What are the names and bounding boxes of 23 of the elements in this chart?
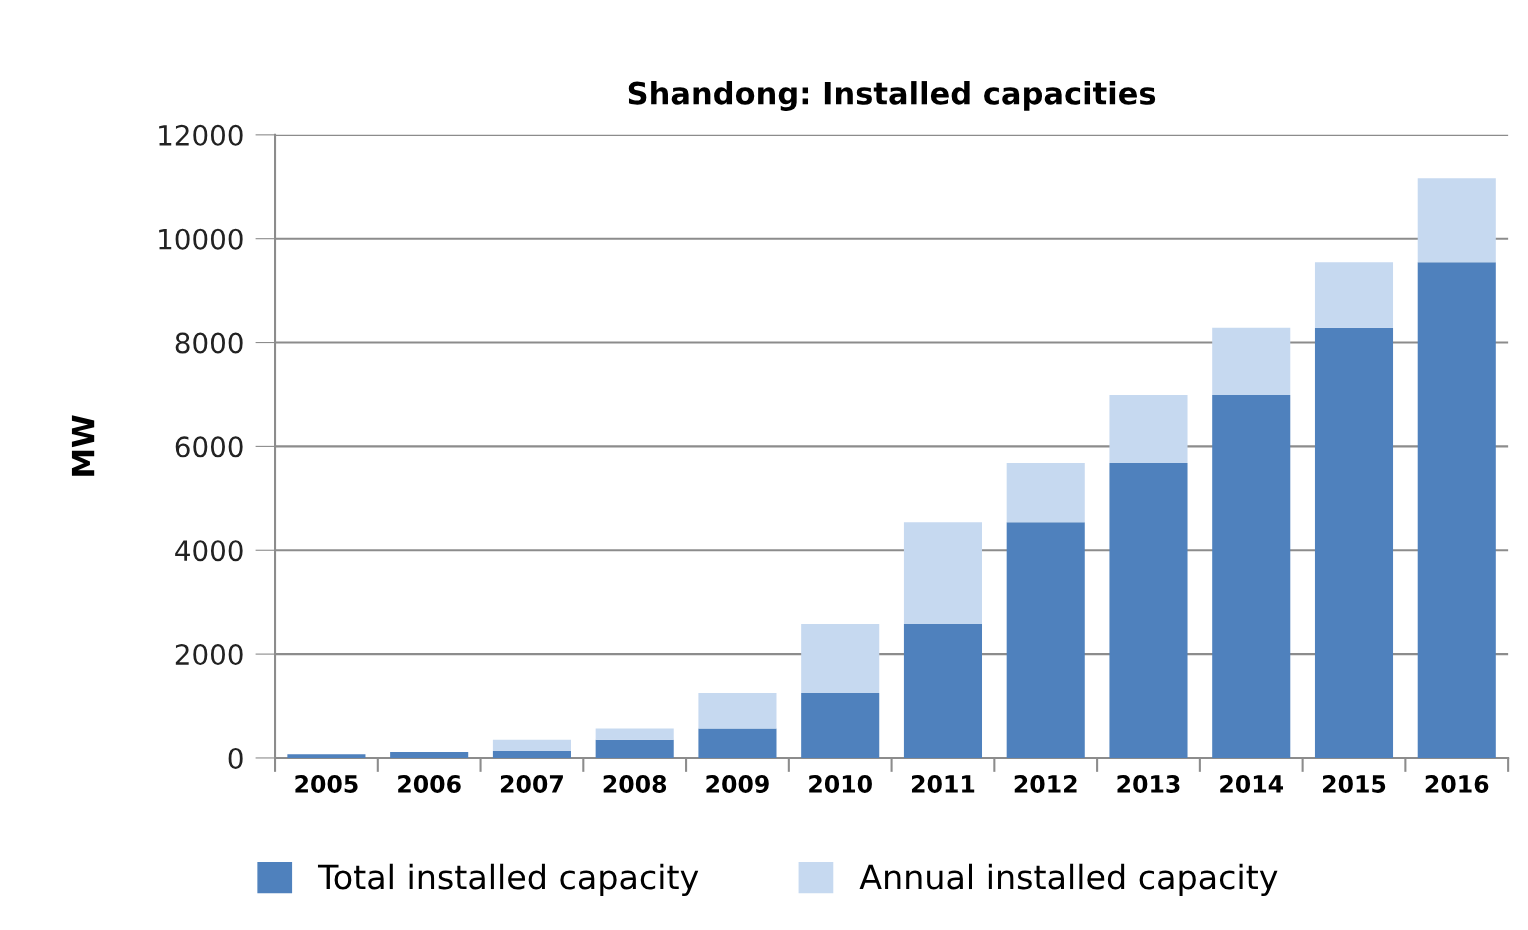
x-tick-label: 2016 [1425,775,1489,793]
y-axis-title: MW [71,415,95,476]
y-tick-label: 8000 [175,332,243,354]
y-tick-label: 12000 [159,124,243,146]
x-tick-label: 2009 [706,775,769,793]
legend-label: Annual installed capacity [859,863,1278,896]
x-tick-label: 2012 [1014,775,1077,793]
x-tick-label: 2010 [809,775,872,793]
x-tick-label: 2014 [1220,775,1284,793]
x-tick-label: 2015 [1323,775,1386,793]
legend-label: Total installed capacity [317,863,699,896]
y-tick-label: 10000 [159,228,243,250]
x-tick-label: 2007 [500,775,563,793]
y-tick-label: 0 [228,747,243,769]
x-tick-label: 2013 [1117,775,1180,793]
x-tick-label: 2011 [911,775,975,793]
x-tick-label: 2006 [398,775,461,793]
x-tick-label: 2005 [295,775,358,793]
y-tick-label: 4000 [175,540,243,562]
x-tick-label: 2008 [603,775,667,793]
y-tick-label: 2000 [175,644,243,666]
y-tick-label: 6000 [175,436,243,458]
chart-title: Shandong: Installed capacities [628,81,1156,111]
